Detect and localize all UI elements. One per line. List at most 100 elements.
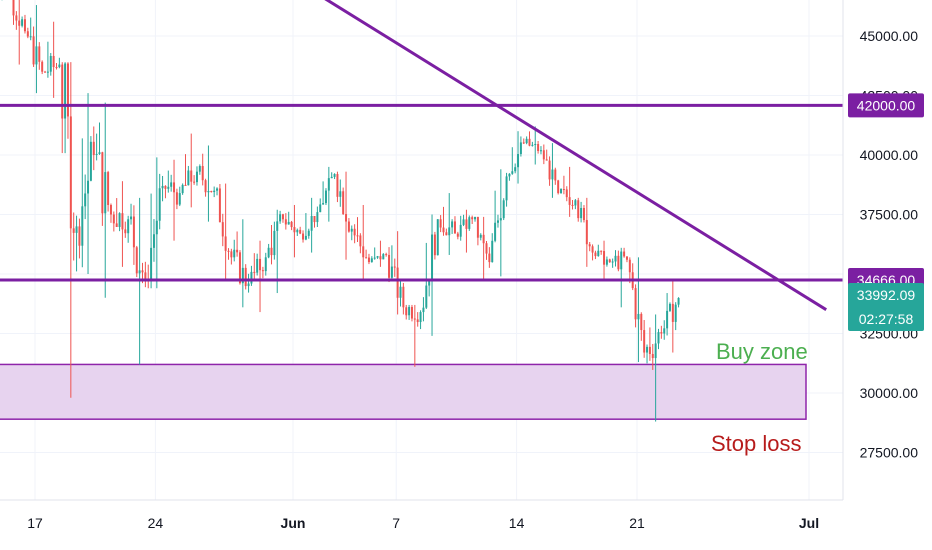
candle-body xyxy=(259,258,262,271)
candle-body xyxy=(611,261,614,263)
candle-body xyxy=(496,220,499,223)
candle-body xyxy=(233,249,236,258)
date-tick-label: 7 xyxy=(392,515,400,531)
candle-body xyxy=(448,227,451,236)
candle-body xyxy=(393,266,396,268)
candle-body xyxy=(273,230,276,256)
candle-body xyxy=(413,318,416,320)
candle-body xyxy=(405,307,408,316)
candle-body xyxy=(167,186,170,189)
candle-body xyxy=(505,176,508,201)
date-tick-label: 14 xyxy=(509,515,525,531)
buy-zone-box[interactable] xyxy=(0,363,807,420)
candle-body xyxy=(92,141,95,155)
candle-body xyxy=(525,138,528,144)
candle-body xyxy=(184,184,187,186)
candle-body xyxy=(614,255,617,262)
candle-body xyxy=(336,174,339,197)
candle-body xyxy=(281,214,284,220)
candle-body xyxy=(399,286,402,298)
candle-body xyxy=(528,138,531,146)
candle-body xyxy=(640,313,643,331)
price-axis[interactable]: 45000.0042500.0040000.0037500.0035000.00… xyxy=(842,0,918,500)
candle-body xyxy=(221,222,224,237)
candle-body xyxy=(488,253,491,263)
candle-body xyxy=(451,221,454,228)
candle-body xyxy=(256,258,259,273)
candle-body xyxy=(603,251,606,265)
candle-body xyxy=(279,214,282,222)
date-tick-label: 24 xyxy=(148,515,164,531)
candle-body xyxy=(574,200,577,206)
candle-body xyxy=(29,36,32,38)
candle-body xyxy=(433,234,436,256)
current-price-badge xyxy=(848,282,924,331)
candle-body xyxy=(482,234,485,244)
candle-body xyxy=(462,219,465,225)
candle-body xyxy=(175,192,178,205)
candle-body xyxy=(660,332,663,334)
candle-body xyxy=(617,255,620,270)
candle-body xyxy=(453,221,456,234)
candle-body xyxy=(491,240,494,263)
candle-body xyxy=(276,221,279,231)
candle-body xyxy=(634,288,637,320)
candle-body xyxy=(588,244,591,247)
candle-body xyxy=(594,252,597,257)
candle-body xyxy=(15,15,18,21)
candle-body xyxy=(44,71,47,73)
candle-body xyxy=(316,212,319,223)
candle-body xyxy=(195,171,198,183)
candle-body xyxy=(345,214,348,222)
candle-body xyxy=(367,257,370,263)
candle-body xyxy=(104,172,107,214)
candle-body xyxy=(75,226,78,233)
candle-body xyxy=(72,228,75,233)
candle-body xyxy=(307,230,310,236)
candle-body xyxy=(124,229,127,234)
candle-body xyxy=(637,313,640,320)
candle-body xyxy=(511,171,514,174)
candle-body xyxy=(373,257,376,259)
candle-body xyxy=(442,227,445,233)
candle-body xyxy=(542,150,545,160)
candle-body xyxy=(98,152,101,154)
candle-body xyxy=(284,219,287,225)
candle-body xyxy=(582,207,585,221)
candle-body xyxy=(428,281,431,286)
candle-body xyxy=(671,303,674,322)
candle-body xyxy=(152,234,155,248)
candle-body xyxy=(625,256,628,260)
candle-body xyxy=(531,144,534,146)
candle-body xyxy=(46,71,49,73)
candle-body xyxy=(26,31,29,37)
drawing-lines[interactable] xyxy=(0,0,843,311)
candle-body xyxy=(213,190,216,193)
candle-body xyxy=(476,216,479,238)
candle-body xyxy=(648,346,651,354)
candle-body xyxy=(657,332,660,344)
candle-body xyxy=(241,267,244,284)
candle-body xyxy=(319,204,322,213)
candle-body xyxy=(89,141,92,181)
candle-body xyxy=(597,250,600,257)
candle-body xyxy=(181,184,184,194)
candle-body xyxy=(474,216,477,220)
candle-body xyxy=(132,216,135,248)
candle-body xyxy=(522,142,525,144)
candle-body xyxy=(41,61,44,72)
candle-body xyxy=(267,247,270,258)
candle-body xyxy=(218,188,221,223)
candle-body xyxy=(230,251,233,258)
candle-body xyxy=(236,249,239,253)
time-axis[interactable]: 17 24 Jun 7 14 21 Jul xyxy=(0,499,843,531)
candle-body xyxy=(643,330,646,353)
candle-body xyxy=(270,247,273,256)
candle-body xyxy=(121,213,124,230)
candle-body xyxy=(69,116,72,229)
candle-body xyxy=(342,191,345,215)
candle-body xyxy=(32,36,35,65)
candle-body xyxy=(494,222,497,241)
